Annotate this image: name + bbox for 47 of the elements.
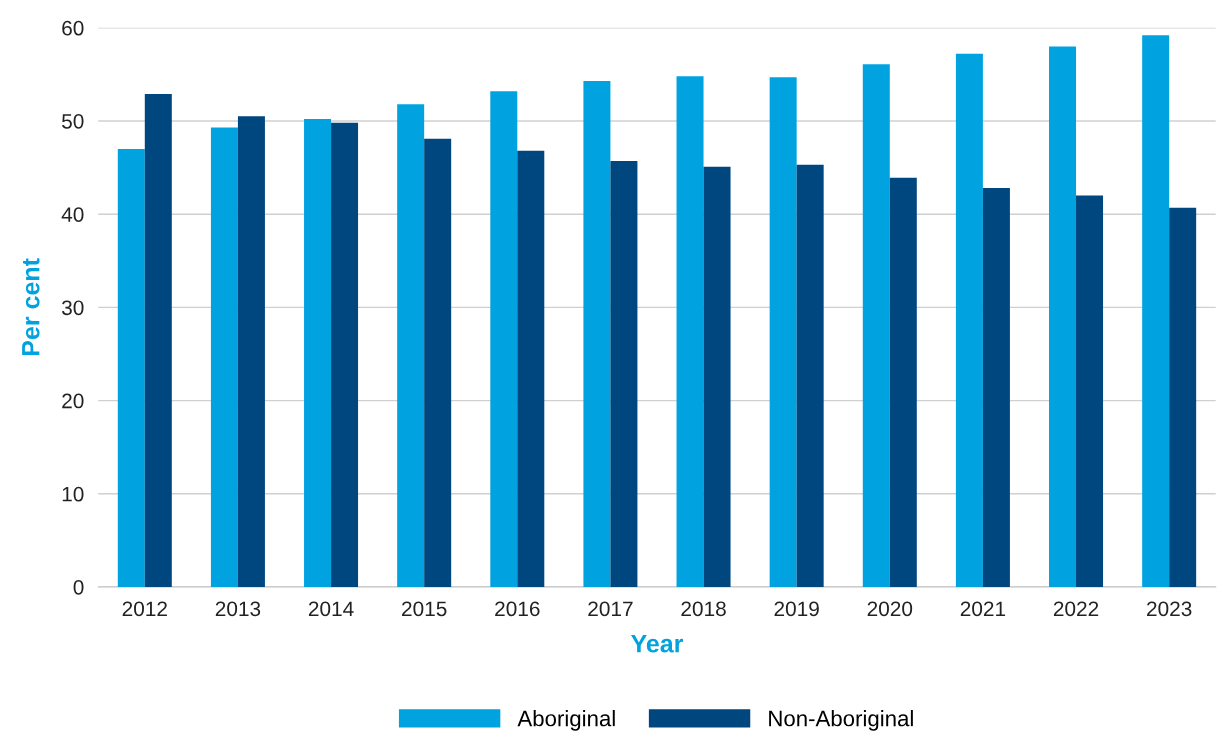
bar xyxy=(1076,195,1104,587)
bar xyxy=(796,164,824,587)
bar xyxy=(117,148,145,587)
bar xyxy=(610,161,638,587)
bar xyxy=(424,138,452,587)
bar xyxy=(982,188,1010,587)
x-tick-label: 2012 xyxy=(122,601,167,617)
x-tick-label: 2019 xyxy=(774,601,819,617)
bar xyxy=(1169,207,1197,587)
y-tick-label: 50 xyxy=(62,113,84,129)
y-tick-label: 60 xyxy=(62,20,84,36)
bar xyxy=(517,150,545,587)
bar xyxy=(862,64,890,587)
y-tick-label: 20 xyxy=(62,393,84,409)
y-tick-label: 10 xyxy=(62,486,84,502)
y-tick-label: 30 xyxy=(61,300,84,316)
x-tick-label: 2020 xyxy=(867,601,913,617)
x-tick-label: 2016 xyxy=(495,601,540,617)
bar xyxy=(583,80,611,587)
y-axis-title: Per cent xyxy=(22,258,40,356)
x-tick-label: 2022 xyxy=(1053,601,1099,617)
bar xyxy=(955,53,983,587)
bar xyxy=(304,119,332,587)
bar xyxy=(889,177,917,587)
x-axis-title: Year xyxy=(630,635,684,653)
legend-label: Aboriginal xyxy=(517,710,615,731)
x-tick-label: 2017 xyxy=(588,601,633,617)
bar xyxy=(210,127,238,587)
x-tick-label: 2014 xyxy=(308,601,354,617)
bar xyxy=(331,122,359,587)
y-tick-label: 0 xyxy=(73,579,84,595)
x-tick-label: 2013 xyxy=(215,601,261,617)
bar xyxy=(144,93,172,587)
bar xyxy=(237,116,265,587)
x-tick-label: 2015 xyxy=(402,601,447,617)
y-tick-label: 40 xyxy=(61,207,84,222)
bar xyxy=(1049,46,1077,587)
x-tick-label: 2018 xyxy=(681,601,726,617)
bar xyxy=(490,91,518,587)
bar xyxy=(676,76,704,587)
x-tick-label: 2021 xyxy=(960,601,1006,617)
bar xyxy=(703,166,731,587)
legend-label: Non-Aboriginal xyxy=(769,710,913,731)
x-tick-label: 2023 xyxy=(1147,601,1192,617)
bar xyxy=(397,104,425,587)
bar xyxy=(769,77,797,587)
bar xyxy=(1142,35,1170,587)
